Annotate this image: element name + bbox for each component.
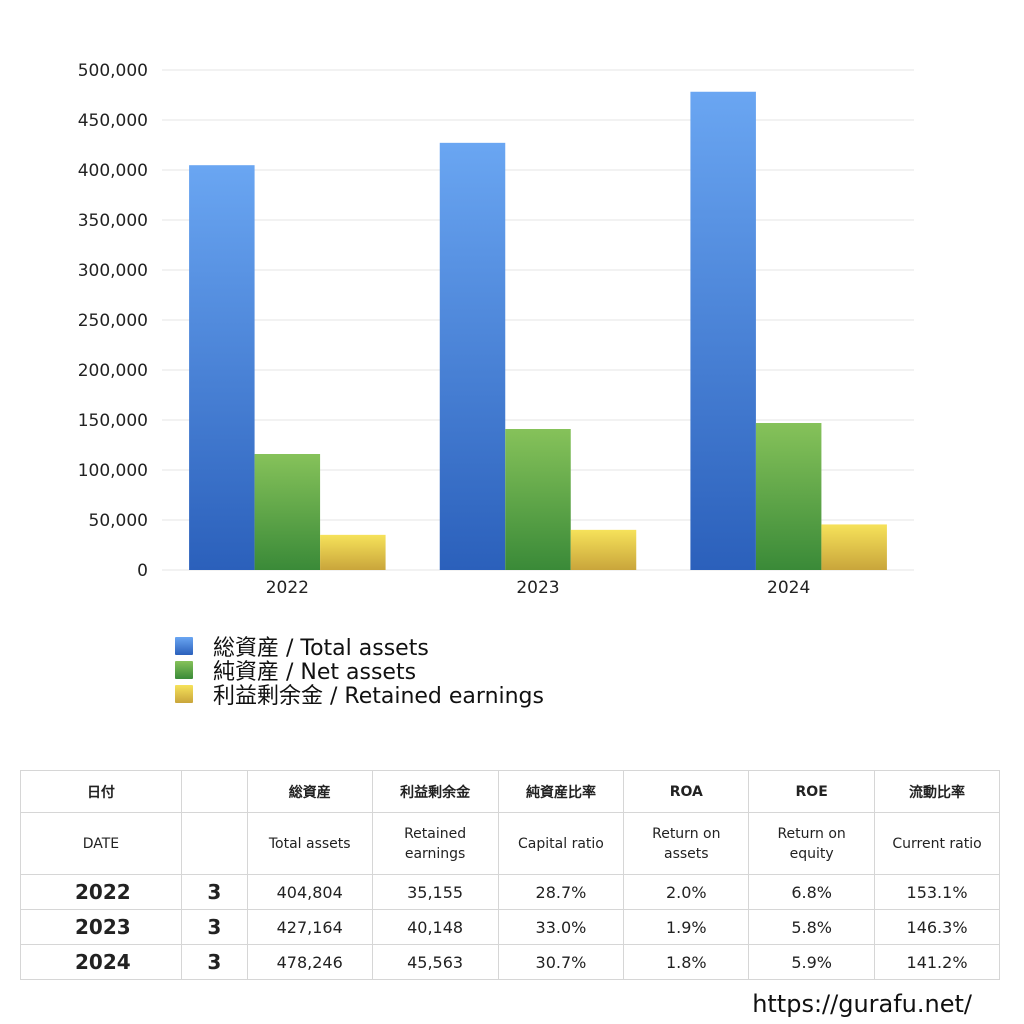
table-row: 2024 3 478,246 45,563 30.7% 1.8% 5.9% 14… (20, 944, 1000, 980)
x-axis-ticks: 2022 2023 2024 (266, 578, 811, 598)
table-row: 2023 3 427,164 40,148 33.0% 1.9% 5.8% 14… (20, 909, 1000, 945)
header-cell: Return on equity (748, 812, 876, 875)
retained-earnings-cell: 35,155 (371, 874, 499, 910)
y-tick-label: 200,000 (78, 361, 148, 381)
bar-total-assets (189, 165, 255, 571)
legend-swatch-green (175, 661, 193, 679)
current-ratio-cell: 153.1% (874, 874, 1000, 910)
header-cell: Retained earnings (371, 812, 499, 875)
x-tick-label: 2024 (767, 578, 810, 598)
roe-cell: 5.9% (748, 944, 876, 980)
year-cell: 2024 (20, 944, 182, 980)
month-cell: 3 (180, 874, 248, 910)
header-cell: ROE (748, 770, 876, 813)
capital-ratio-cell: 33.0% (497, 909, 625, 945)
y-tick-label: 350,000 (78, 211, 148, 231)
roe-cell: 6.8% (748, 874, 876, 910)
legend-label: 純資産 / Net assets (213, 660, 417, 685)
legend-swatch-yellow (175, 685, 193, 703)
month-cell: 3 (180, 909, 248, 945)
bar-net-assets (505, 429, 571, 570)
x-tick-label: 2023 (516, 578, 559, 598)
header-cell (180, 770, 248, 813)
y-tick-label: 150,000 (78, 411, 148, 431)
bar-retained-earnings (320, 534, 386, 570)
bar-total-assets (690, 91, 756, 570)
financial-metrics-table: 日付 総資産 利益剰余金 純資産比率 ROA ROE 流動比率 DATE Tot… (20, 770, 1000, 980)
y-tick-label: 300,000 (78, 261, 148, 281)
table-header-en: DATE Total assets Retained earnings Capit… (20, 812, 1000, 875)
bar-retained-earnings (570, 529, 637, 570)
header-cell: Capital ratio (497, 812, 625, 875)
roa-cell: 1.9% (623, 909, 750, 945)
bar-net-assets (254, 454, 321, 570)
chart-legend: 総資産 / Total assets 純資産 / Net assets 利益剰余… (175, 634, 544, 709)
total-assets-cell: 478,246 (246, 944, 373, 980)
bar-net-assets (755, 423, 822, 570)
capital-ratio-cell: 30.7% (497, 944, 625, 980)
bar-retained-earnings (821, 524, 887, 570)
y-tick-label: 500,000 (78, 61, 148, 81)
current-ratio-cell: 146.3% (874, 909, 1000, 945)
header-cell: 流動比率 (874, 770, 1000, 813)
y-tick-label: 450,000 (78, 111, 148, 131)
y-tick-label: 50,000 (89, 511, 148, 531)
table-row: 2022 3 404,804 35,155 28.7% 2.0% 6.8% 15… (20, 874, 1000, 910)
y-tick-label: 400,000 (78, 161, 148, 181)
legend-swatch-blue (175, 637, 193, 655)
roa-cell: 1.8% (623, 944, 750, 980)
month-cell: 3 (180, 944, 248, 980)
header-cell (180, 812, 248, 875)
y-axis-ticks: 500,000 450,000 400,000 350,000 300,000 250,0… (78, 61, 148, 581)
total-assets-cell: 427,164 (246, 909, 373, 945)
x-tick-label: 2022 (266, 578, 309, 598)
header-cell: Return on assets (623, 812, 750, 875)
legend-item-net-assets: 純資産 / Net assets (175, 658, 544, 685)
header-cell: 利益剰余金 (371, 770, 499, 813)
header-cell: 総資産 (246, 770, 373, 813)
total-assets-cell: 404,804 (246, 874, 373, 910)
bar-chart: 500,000 450,000 400,000 350,000 300,000 250,0… (78, 61, 914, 598)
source-url[interactable]: https://gurafu.net/ (752, 990, 972, 1018)
y-tick-label: 250,000 (78, 311, 148, 331)
current-ratio-cell: 141.2% (874, 944, 1000, 980)
retained-earnings-cell: 45,563 (371, 944, 499, 980)
header-cell: 日付 (20, 770, 182, 813)
legend-item-total-assets: 総資産 / Total assets (175, 634, 544, 661)
header-cell: ROA (623, 770, 750, 813)
legend-label: 利益剰余金 / Retained earnings (213, 684, 544, 709)
capital-ratio-cell: 28.7% (497, 874, 625, 910)
bar-total-assets (439, 142, 506, 570)
legend-label: 総資産 / Total assets (213, 636, 429, 661)
header-cell: DATE (20, 812, 182, 875)
roa-cell: 2.0% (623, 874, 750, 910)
retained-earnings-cell: 40,148 (371, 909, 499, 945)
header-cell: Total assets (246, 812, 373, 875)
table-header-jp: 日付 総資産 利益剰余金 純資産比率 ROA ROE 流動比率 (20, 770, 1000, 813)
year-cell: 2022 (20, 874, 182, 910)
header-cell: 純資産比率 (497, 770, 625, 813)
header-cell: Current ratio (874, 812, 1000, 875)
legend-item-retained-earnings: 利益剰余金 / Retained earnings (175, 682, 544, 709)
bars (189, 91, 887, 571)
y-tick-label: 100,000 (78, 461, 148, 481)
roe-cell: 5.8% (748, 909, 876, 945)
year-cell: 2023 (20, 909, 182, 945)
y-tick-label: 0 (137, 561, 148, 581)
